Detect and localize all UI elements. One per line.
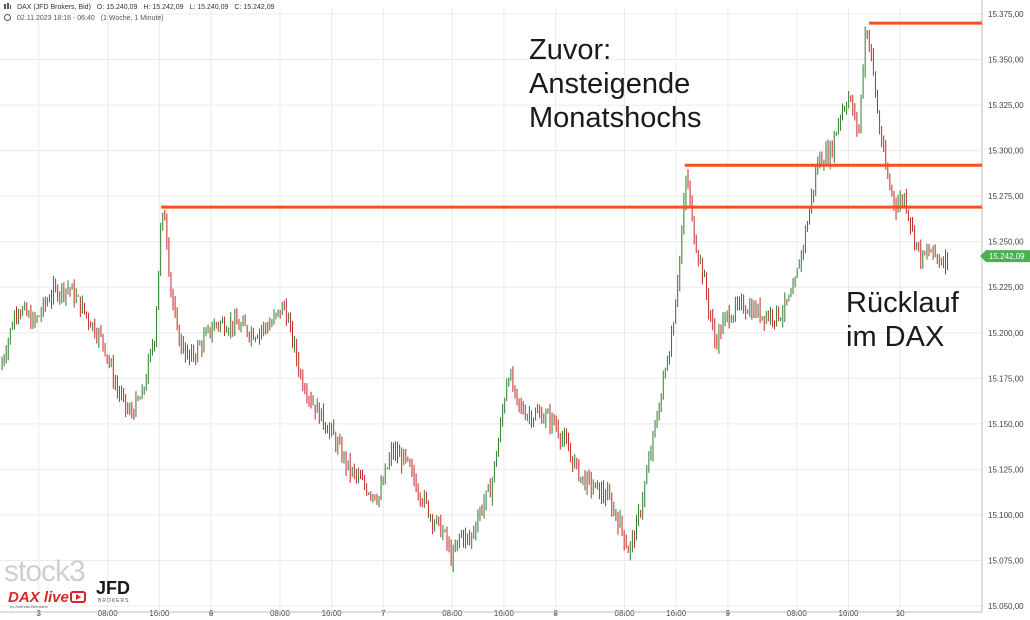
x-tick-label: 16:00 — [494, 609, 515, 618]
jfd-brokers-label: BROKERS — [98, 598, 130, 604]
x-tick-label: 8 — [553, 609, 558, 618]
y-tick-label: 15.200,00 — [988, 329, 1024, 338]
dax-live-logo: DAX live — [8, 589, 69, 606]
y-tick-label: 15.175,00 — [988, 374, 1024, 383]
x-tick-label: 10 — [896, 609, 905, 618]
annotation-line: Rücklauf — [846, 287, 959, 319]
x-tick-label: 08:00 — [270, 609, 291, 618]
annotation-pullback: Rücklauf im DAX — [846, 286, 996, 354]
x-tick-label: 16:00 — [666, 609, 687, 618]
y-tick-label: 15.225,00 — [988, 283, 1024, 292]
chart-header: DAX (JFD Brokers, Bid) O: 15.240,09 H: 15.… — [4, 3, 281, 11]
date-range: 02.11.2023 18:16 - 06:40 — [17, 15, 95, 22]
annotation-previous-highs: Zuvor: Ansteigende Monatshochs — [529, 33, 789, 135]
annotation-line: Monatshochs — [529, 102, 702, 134]
symbol-label: DAX (JFD Brokers, Bid) — [17, 4, 91, 11]
x-tick-label: 6 — [209, 609, 214, 618]
close-value: C: 15.242,09 — [234, 4, 275, 11]
period-label: (1 Woche, 1 Minute) — [100, 15, 164, 22]
annotation-line: Ansteigende — [529, 68, 691, 100]
y-tick-label: 15.300,00 — [988, 147, 1024, 156]
x-tick-label: 08:00 — [442, 609, 463, 618]
y-tick-label: 15.350,00 — [988, 56, 1024, 65]
y-tick-label: 15.150,00 — [988, 420, 1024, 429]
dax-live-byline: by Andreas Bernstein — [10, 604, 49, 609]
y-tick-label: 15.100,00 — [988, 511, 1024, 520]
y-tick-label: 15.050,00 — [988, 602, 1024, 611]
chart-subheader: 02.11.2023 18:16 - 06:40 (1 Woche, 1 Minu… — [4, 14, 170, 22]
x-tick-label: 08:00 — [787, 609, 808, 618]
y-tick-label: 15.325,00 — [988, 101, 1024, 110]
y-tick-label: 15.125,00 — [988, 465, 1024, 474]
y-tick-label: 15.275,00 — [988, 192, 1024, 201]
y-tick-label: 15.375,00 — [988, 10, 1024, 19]
last-price-tag — [980, 250, 1030, 263]
last-price-label: 15.242,09 — [989, 252, 1025, 261]
x-tick-label: 3 — [37, 609, 42, 618]
low-value: L: 15.240,09 — [189, 4, 229, 11]
x-tick-label: 16:00 — [149, 609, 170, 618]
x-tick-label: 16:00 — [322, 609, 343, 618]
high-value: H: 15.242,09 — [143, 4, 184, 11]
jfd-logo: JFD — [96, 578, 131, 598]
x-tick-label: 08:00 — [98, 609, 119, 618]
x-tick-label: 9 — [726, 609, 731, 618]
x-tick-label: 16:00 — [838, 609, 859, 618]
stock3-logo: stock3 — [4, 555, 86, 588]
annotation-line: im DAX — [846, 321, 945, 353]
play-icon — [70, 591, 86, 603]
y-tick-label: 15.075,00 — [988, 556, 1024, 565]
y-tick-label: 15.250,00 — [988, 238, 1024, 247]
clock-icon — [4, 14, 11, 21]
open-value: O: 15.240,09 — [96, 4, 138, 11]
x-tick-label: 7 — [381, 609, 386, 618]
annotation-line: Zuvor: — [529, 34, 612, 66]
x-tick-label: 08:00 — [615, 609, 636, 618]
candlestick-icon — [4, 3, 11, 10]
